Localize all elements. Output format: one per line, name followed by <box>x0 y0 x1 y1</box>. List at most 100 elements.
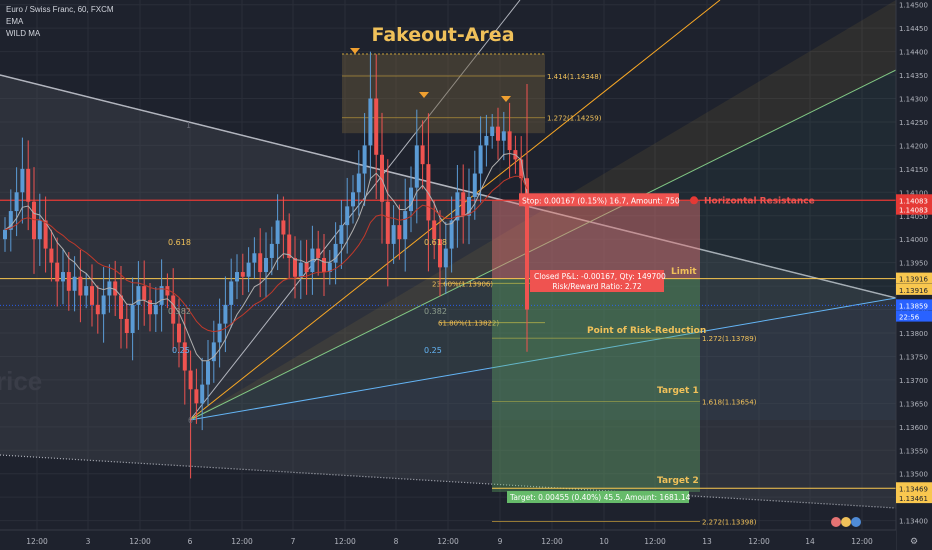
time-tick-label: 6 <box>188 537 193 546</box>
descending-channel <box>0 75 896 508</box>
price-tick-label: 1.13950 <box>899 260 928 268</box>
candle-body <box>351 192 355 207</box>
time-tick-label: 12:00 <box>231 537 253 546</box>
candle-body <box>478 145 483 174</box>
candle-body <box>8 211 13 230</box>
candle-body <box>356 173 361 193</box>
candle-body <box>374 98 379 155</box>
price-tick-label: 1.14050 <box>899 213 928 221</box>
target-label-box <box>507 491 689 504</box>
time-tick-label: 12:00 <box>644 537 666 546</box>
candle-body <box>32 201 36 240</box>
candle-body <box>287 234 292 258</box>
candle-body <box>449 220 454 249</box>
fan-zone-618 <box>190 0 896 420</box>
candle-body <box>281 220 286 235</box>
price-tick-label: 1.14400 <box>899 49 928 57</box>
ema-line <box>4 152 528 362</box>
candle-body <box>409 187 413 212</box>
candle-body <box>119 295 123 319</box>
fan-line-25 <box>189 297 897 421</box>
candle-body <box>165 286 170 296</box>
price-tick-label: 1.13400 <box>899 518 928 526</box>
fib-retrace-label: 23.60%(1.13906) <box>432 280 493 288</box>
time-tick-label: 13 <box>702 537 712 546</box>
time-tick-label: 12:00 <box>748 537 770 546</box>
price-axis: 1.14500 1.14450 1.14400 1.14350 1.14300 1.142… <box>896 2 932 526</box>
fakeout-area-box <box>342 53 545 134</box>
candle-body <box>124 318 129 334</box>
candle-body <box>327 262 332 273</box>
candle-body <box>182 342 187 371</box>
price-badge <box>896 299 932 311</box>
candle-body <box>304 262 309 273</box>
price-badge <box>896 310 932 322</box>
closed-pnl-text: Closed P&L: -0.00167, Qty: 149700 <box>534 272 666 281</box>
time-tick-label: 12:00 <box>437 537 459 546</box>
candle-body <box>206 361 210 385</box>
candle-body <box>455 192 460 221</box>
candle-body <box>293 257 297 277</box>
candle-body <box>188 370 193 390</box>
candle-body <box>229 281 234 305</box>
price-tick-label: 1.13800 <box>899 330 928 338</box>
target2-label: Target 2 <box>657 476 699 486</box>
resistance-marker <box>690 196 698 205</box>
price-badge <box>896 203 932 215</box>
fan-line-382 <box>189 69 897 421</box>
price-tick-label: 1.14150 <box>899 166 928 174</box>
candle-body <box>159 286 164 305</box>
fib-ext-label: 1.414(1.14348) <box>547 73 602 81</box>
price-tick-label: 1.13550 <box>899 447 928 455</box>
limit-label: Limit <box>671 267 697 277</box>
risk-reward-text: Risk/Reward Ratio: 2.72 <box>552 282 641 291</box>
time-tick-label: 14 <box>805 537 815 546</box>
fakeout-peak-marker <box>350 48 360 54</box>
candle-body <box>153 304 158 315</box>
candle-body <box>90 286 94 305</box>
candle-body <box>501 131 506 141</box>
time-tick-label: 7 <box>291 537 296 546</box>
price-badge-label: 1.13916 <box>899 276 928 284</box>
candle-body <box>258 253 263 273</box>
time-tick-label: 10 <box>599 537 609 546</box>
candle-body <box>177 323 181 343</box>
candle-body <box>345 206 350 226</box>
indicator-wild-ma[interactable]: WILD MA <box>6 29 41 38</box>
candle-body <box>61 272 65 282</box>
candle-body <box>432 220 437 240</box>
fan-level-label: 0.618 <box>424 238 447 247</box>
price-tick-label: 1.14200 <box>899 142 928 150</box>
indicator-ema[interactable]: EMA <box>6 17 24 26</box>
stop-label-box <box>519 193 679 207</box>
candle-body <box>194 389 199 404</box>
candle-body <box>84 286 89 296</box>
target1-label: Target 1 <box>657 386 699 396</box>
candle-body <box>264 257 268 273</box>
fib-ext-label: 1.272(1.14259) <box>547 115 602 123</box>
candle-body <box>113 281 118 296</box>
candle-body <box>490 126 495 137</box>
time-tick-label: 12:00 <box>26 537 48 546</box>
wild-ma-line <box>4 175 528 333</box>
candlesticks <box>3 51 529 479</box>
candle-body <box>252 253 257 263</box>
fan-line-618 <box>189 0 721 421</box>
candle-body <box>438 239 442 268</box>
candle-body <box>467 196 471 216</box>
candle-body <box>171 295 176 324</box>
candle-body <box>484 136 489 146</box>
target-label-text: Target: 0.00455 (0.40%) 45.5, Amount: 16… <box>509 493 691 502</box>
candle-body <box>380 154 384 202</box>
price-tick-label: 1.14350 <box>899 72 928 80</box>
price-tick-label: 1.14300 <box>899 95 928 103</box>
time-tick-label: 9 <box>498 537 503 546</box>
candle-body <box>26 168 31 202</box>
candle-body <box>322 257 326 273</box>
time-axis-bg <box>0 530 896 550</box>
closed-pnl-box <box>530 270 664 292</box>
candle-body <box>496 126 500 141</box>
price-tick-label: 1.13700 <box>899 377 928 385</box>
price-badge-label: 1.13859 <box>899 302 928 310</box>
